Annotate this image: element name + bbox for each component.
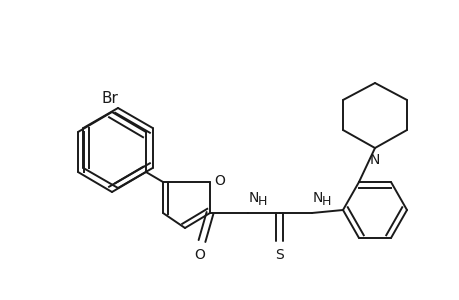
Text: N: N bbox=[369, 153, 379, 167]
Text: S: S bbox=[275, 248, 284, 262]
Text: N: N bbox=[248, 191, 259, 205]
Text: Br: Br bbox=[101, 91, 118, 106]
Text: O: O bbox=[194, 248, 205, 262]
Text: H: H bbox=[257, 195, 267, 208]
Text: H: H bbox=[321, 195, 330, 208]
Text: N: N bbox=[312, 191, 323, 205]
Text: O: O bbox=[213, 174, 224, 188]
